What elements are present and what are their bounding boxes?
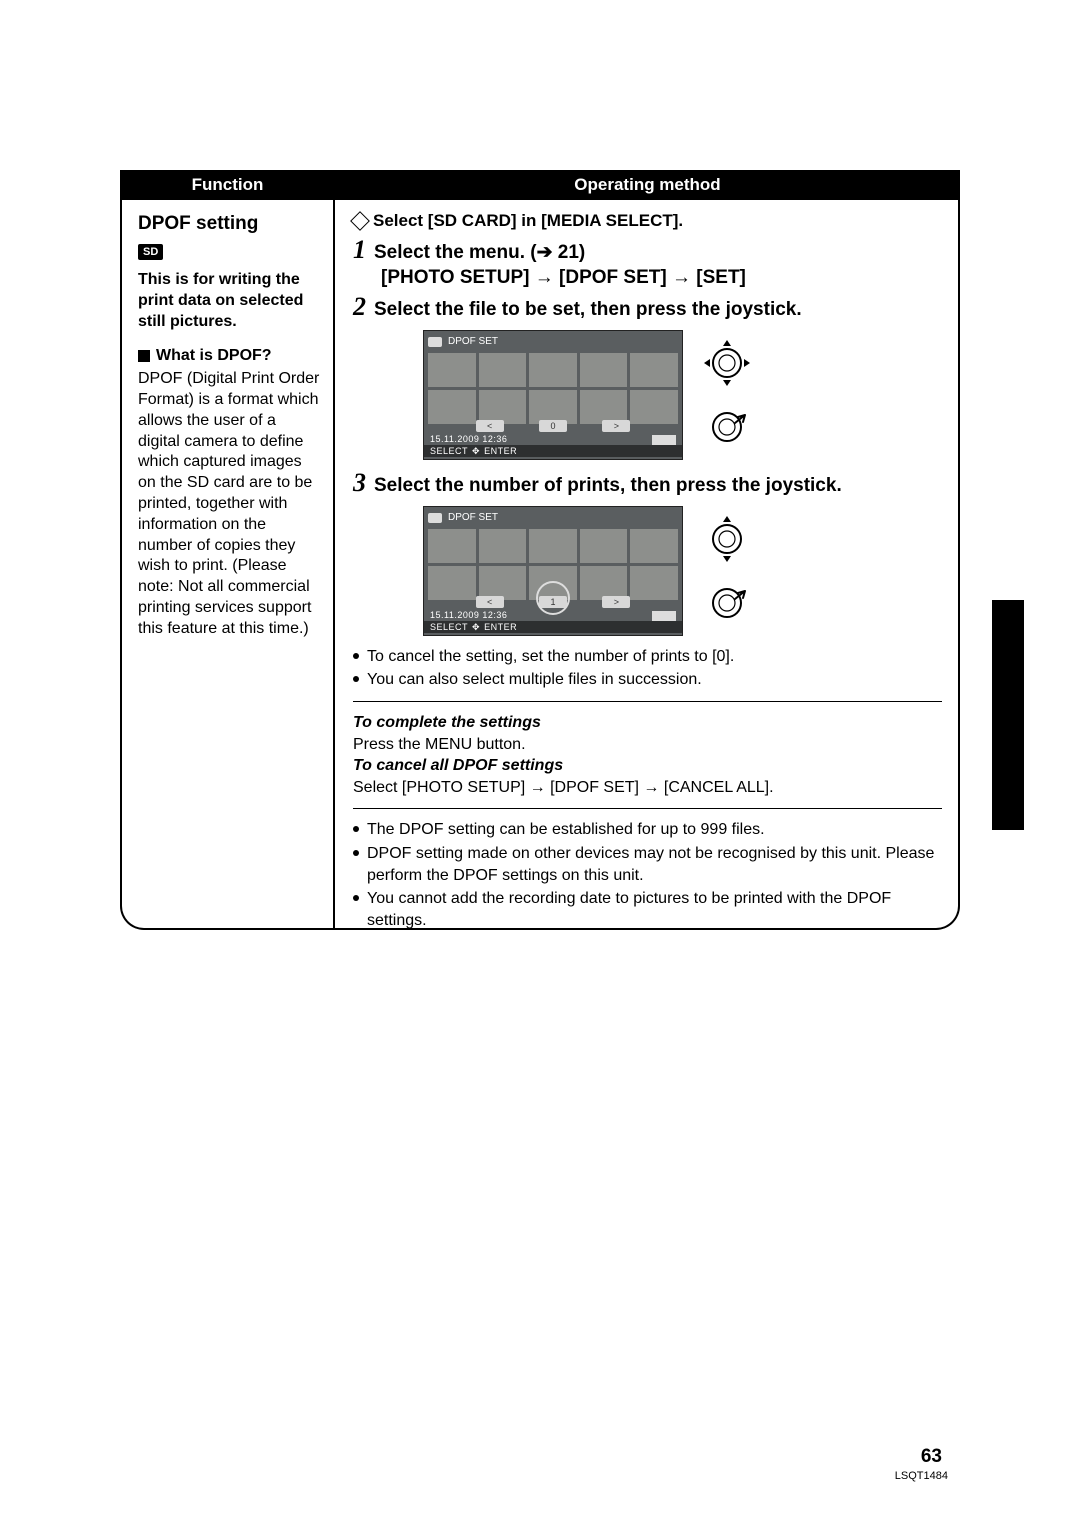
thumbnail-grid	[428, 353, 678, 424]
screen-title: DPOF SET	[448, 335, 498, 349]
step-2: 2 Select the file to be set, then press …	[353, 294, 942, 322]
function-column: DPOF setting SD This is for writing the …	[122, 200, 335, 928]
what-is-dpof-body: DPOF (Digital Print Order Format) is a f…	[138, 369, 321, 639]
document-code: LSQT1484	[895, 1470, 948, 1482]
screen-date: 15.11.2009 12:36	[430, 433, 507, 445]
joystick-icons	[701, 513, 753, 629]
step-number: 2	[353, 294, 366, 320]
method-column: Select [SD CARD] in [MEDIA SELECT]. 1 Se…	[335, 200, 958, 928]
dpad-icon: ✥	[472, 621, 480, 633]
screen-bottom-bar: SELECT✥ENTER	[424, 621, 682, 633]
table-header: Function Operating method	[120, 170, 960, 200]
bullet-item: The DPOF setting can be established for …	[353, 819, 942, 841]
joystick-updown-icon	[701, 513, 753, 565]
joystick-icons	[701, 337, 753, 453]
header-function: Function	[120, 175, 335, 195]
selection-ring-icon	[536, 581, 570, 615]
nav-prev-icon: <	[476, 420, 504, 432]
cancel-body: Select [PHOTO SETUP] → [DPOF SET] → [CAN…	[353, 777, 942, 799]
header-method: Operating method	[335, 175, 960, 195]
cancel-heading: To cancel all DPOF settings	[353, 755, 942, 777]
complete-heading: To complete the settings	[353, 712, 942, 734]
bullet-item: You can also select multiple files in su…	[353, 669, 942, 691]
step-number: 1	[353, 237, 366, 263]
step-1: 1 Select the menu. (➔ 21)	[353, 237, 942, 265]
bullet-item: DPOF setting made on other devices may n…	[353, 843, 942, 886]
nav-prev-icon: <	[476, 596, 504, 608]
nav-next-icon: >	[602, 596, 630, 608]
format-badge-icon	[652, 435, 676, 445]
content-box: DPOF setting SD This is for writing the …	[120, 200, 960, 930]
format-badge-icon	[652, 611, 676, 621]
step-text: Select the file to be set, then press th…	[374, 298, 802, 322]
joystick-press-icon	[701, 577, 753, 629]
function-description: This is for writing the print data on se…	[138, 270, 321, 332]
page-number: 63	[921, 1446, 942, 1468]
divider	[353, 808, 942, 809]
post-step-bullets: To cancel the setting, set the number of…	[353, 646, 942, 691]
mode-icon	[428, 513, 442, 523]
manual-page: Function Operating method DPOF setting S…	[0, 0, 1080, 1526]
nav-count: 0	[539, 420, 567, 432]
complete-body: Press the MENU button.	[353, 734, 942, 756]
joystick-press-icon	[701, 401, 753, 453]
function-title: DPOF setting	[138, 212, 321, 237]
bullet-item: To cancel the setting, set the number of…	[353, 646, 942, 668]
screen-title: DPOF SET	[448, 511, 498, 525]
camera-screen: DPOF SET < 0 > 15.11.2009 12:36 SELECT✥E…	[423, 330, 683, 460]
screenshot-row-1: DPOF SET < 0 > 15.11.2009 12:36 SELECT✥E…	[423, 330, 942, 460]
screen-date: 15.11.2009 12:36	[430, 609, 507, 621]
mode-icon	[428, 337, 442, 347]
square-bullet-icon	[138, 350, 150, 362]
step-number: 3	[353, 470, 366, 496]
section-tab	[992, 600, 1024, 830]
screenshot-row-2: DPOF SET < 1 > 15.11.2009 12:36 SELECT✥E…	[423, 506, 942, 636]
step-3: 3 Select the number of prints, then pres…	[353, 470, 942, 498]
nav-row: < 0 >	[476, 419, 631, 433]
sd-badge: SD	[138, 244, 163, 260]
dpad-icon: ✥	[472, 445, 480, 457]
diamond-icon	[350, 212, 370, 232]
menu-path: [PHOTO SETUP] → [DPOF SET] → [SET]	[381, 265, 942, 291]
camera-screen: DPOF SET < 1 > 15.11.2009 12:36 SELECT✥E…	[423, 506, 683, 636]
step-text: Select the number of prints, then press …	[374, 474, 842, 498]
notes-bullets: The DPOF setting can be established for …	[353, 819, 942, 931]
divider	[353, 701, 942, 702]
joystick-4way-icon	[701, 337, 753, 389]
step-text: Select the menu. (➔ 21)	[374, 241, 585, 265]
screen-bottom-bar: SELECT✥ENTER	[424, 445, 682, 457]
what-is-dpof-heading: What is DPOF?	[138, 346, 321, 367]
nav-next-icon: >	[602, 420, 630, 432]
prerequisite-line: Select [SD CARD] in [MEDIA SELECT].	[353, 210, 942, 233]
bullet-item: You cannot add the recording date to pic…	[353, 888, 942, 931]
